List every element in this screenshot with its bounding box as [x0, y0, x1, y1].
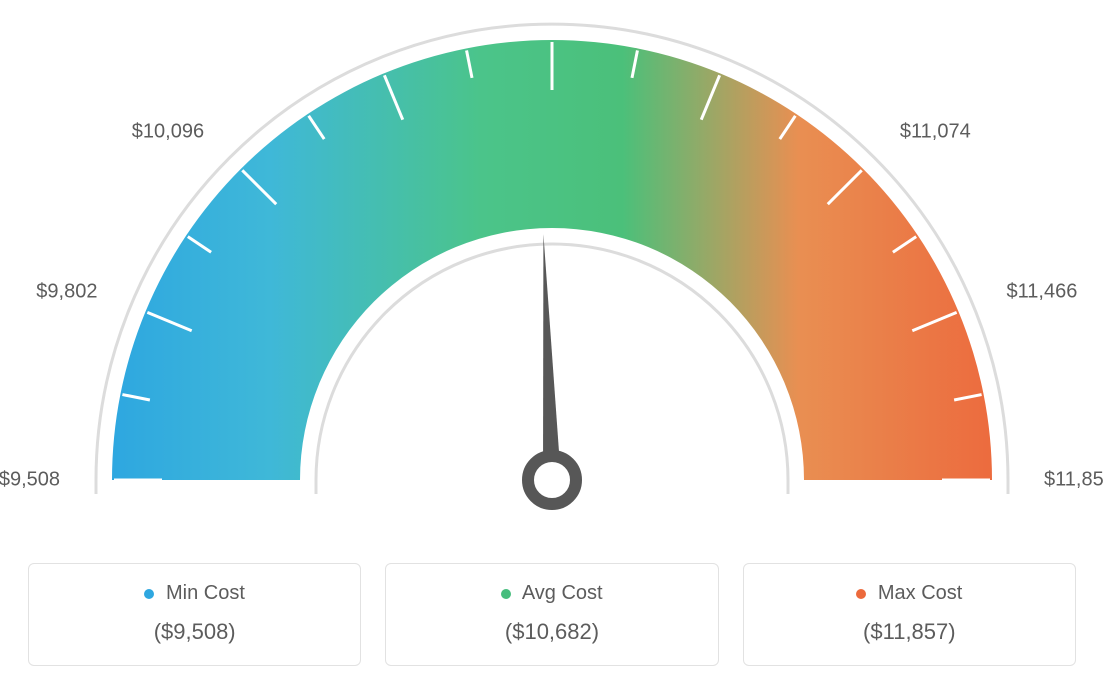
min-cost-card: Min Cost ($9,508) [28, 563, 361, 666]
min-cost-title: Min Cost [39, 582, 350, 605]
gauge-tick-label: $10,096 [132, 121, 204, 144]
gauge-tick-label: $11,074 [900, 121, 971, 144]
max-cost-card: Max Cost ($11,857) [743, 563, 1076, 666]
avg-cost-title: Avg Cost [396, 582, 707, 605]
gauge-area: $9,508$9,802$10,096$10,682$11,074$11,466… [0, 0, 1104, 530]
avg-cost-value: ($10,682) [396, 619, 707, 645]
avg-cost-dot [501, 589, 511, 599]
gauge-tick-label: $11,857 [1044, 469, 1104, 492]
gauge-tick-label: $9,508 [0, 469, 60, 492]
max-cost-label: Max Cost [878, 582, 962, 604]
max-cost-dot [856, 589, 866, 599]
max-cost-title: Max Cost [754, 582, 1065, 605]
chart-container: $9,508$9,802$10,096$10,682$11,074$11,466… [0, 0, 1104, 690]
max-cost-value: ($11,857) [754, 619, 1065, 645]
gauge-tick-label: $11,466 [1007, 280, 1078, 303]
min-cost-label: Min Cost [166, 582, 245, 604]
gauge-tick-label: $9,802 [36, 280, 97, 303]
summary-cards: Min Cost ($9,508) Avg Cost ($10,682) Max… [28, 563, 1076, 666]
min-cost-dot [144, 589, 154, 599]
min-cost-value: ($9,508) [39, 619, 350, 645]
avg-cost-label: Avg Cost [522, 582, 603, 604]
gauge-svg [0, 0, 1104, 530]
avg-cost-card: Avg Cost ($10,682) [385, 563, 718, 666]
